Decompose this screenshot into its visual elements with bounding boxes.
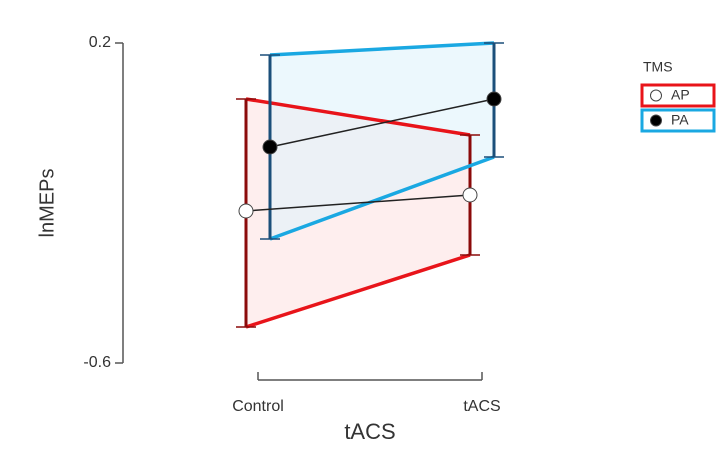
ci-band [270, 43, 494, 239]
legend-label: AP [671, 87, 690, 103]
band-upper-edge [269, 41, 495, 57]
band-upper-edge [245, 97, 471, 137]
mean-line [269, 98, 495, 148]
legend-label: PA [671, 112, 689, 128]
band-lower-edge [269, 155, 495, 241]
legend-marker [650, 89, 662, 102]
mean-point [238, 203, 254, 219]
legend-marker [650, 114, 662, 127]
x-tick-label: tACS [463, 398, 500, 415]
y-tick-label: -0.6 [83, 354, 111, 371]
y-tick-label: 0.2 [89, 34, 111, 51]
legend-title: TMS [643, 59, 673, 75]
legend-item [640, 108, 716, 133]
legend-item [640, 83, 716, 108]
x-axis-title: tACS [344, 419, 395, 444]
mean-point [262, 139, 278, 155]
mean-point [486, 91, 502, 107]
x-tick-label: Control [232, 398, 284, 415]
band-lower-edge [245, 253, 471, 329]
y-axis-title: lnMEPs [36, 169, 58, 238]
mean-point [462, 187, 478, 203]
mean-line [245, 194, 471, 212]
